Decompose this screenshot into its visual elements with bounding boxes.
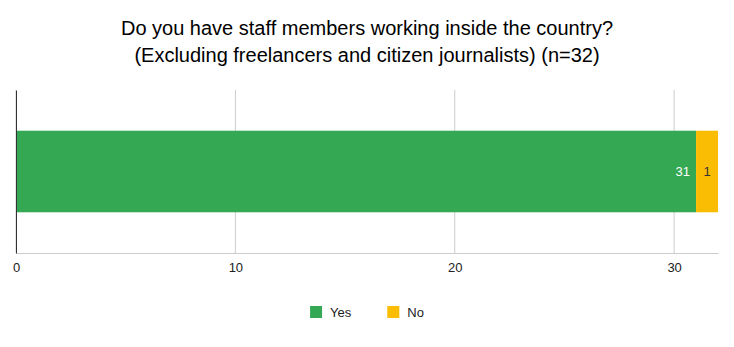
x-tick-label: 30 <box>667 260 681 275</box>
x-axis: 0 10 20 30 <box>13 253 719 275</box>
bars <box>16 131 718 213</box>
legend-swatch <box>387 306 399 318</box>
x-tick-label: 10 <box>229 260 243 275</box>
x-tick: 20 <box>448 253 462 275</box>
data-labels: 31 1 <box>676 164 711 179</box>
bar <box>16 131 696 213</box>
legend-label: No <box>407 305 424 320</box>
x-tick-label: 20 <box>448 260 462 275</box>
x-axis-line <box>17 253 719 254</box>
x-tick: 0 <box>13 253 20 275</box>
title: Do you have staff members working inside… <box>121 17 613 66</box>
legend: Yes No <box>310 305 424 320</box>
legend-item: No <box>387 305 424 320</box>
x-tick-label: 0 <box>13 260 20 275</box>
x-tick: 30 <box>667 253 681 275</box>
title-line: (Excluding freelancers and citizen journ… <box>134 44 599 66</box>
data-label: 31 <box>676 164 690 179</box>
y-axis-line <box>16 91 17 254</box>
data-label: 1 <box>703 164 710 179</box>
y-axis <box>16 91 18 254</box>
legend-swatch <box>310 306 322 318</box>
legend-item: Yes <box>310 305 352 320</box>
bar <box>696 131 718 213</box>
x-tick: 10 <box>229 253 243 275</box>
chart: Do you have staff members working inside… <box>0 0 734 347</box>
legend-label: Yes <box>330 305 352 320</box>
title-line: Do you have staff members working inside… <box>121 17 613 39</box>
grid-line <box>16 90 17 253</box>
